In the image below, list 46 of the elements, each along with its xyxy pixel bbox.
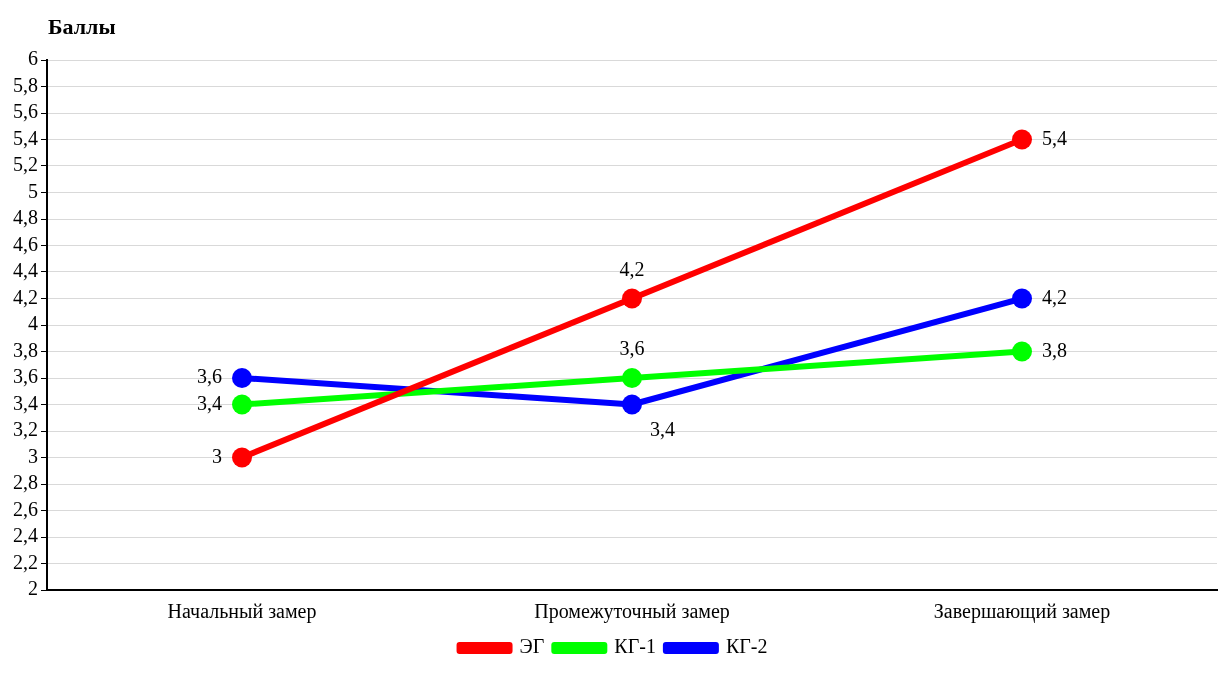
y-tick-label: 3,8 bbox=[13, 338, 38, 361]
y-axis-title: Баллы bbox=[48, 14, 116, 40]
data-label: 3,6 bbox=[619, 337, 645, 360]
data-label: 3,4 bbox=[197, 391, 222, 414]
data-label: 3,4 bbox=[650, 417, 675, 440]
point bbox=[622, 368, 642, 388]
point bbox=[232, 368, 252, 388]
x-tick-label: Промежуточный замер bbox=[534, 600, 730, 624]
point bbox=[622, 288, 642, 309]
data-label: 3,8 bbox=[1042, 338, 1067, 361]
y-tick-label: 4 bbox=[28, 312, 38, 335]
y-tick-label: 5,8 bbox=[13, 73, 38, 96]
data-label: 5,4 bbox=[1042, 126, 1067, 149]
y-tick-label: 2,6 bbox=[13, 497, 38, 520]
y-tick-label: 3,4 bbox=[13, 391, 38, 414]
y-tick-label: 3 bbox=[28, 444, 38, 467]
y-tick-label: 2,8 bbox=[13, 471, 38, 494]
y-tick-label: 3,6 bbox=[13, 365, 38, 388]
y-tick-label: 5 bbox=[28, 179, 38, 202]
point bbox=[232, 394, 252, 415]
point bbox=[232, 447, 252, 468]
point bbox=[1012, 129, 1032, 150]
y-tick-label: 3,2 bbox=[13, 418, 38, 441]
y-tick-label: 2,4 bbox=[13, 524, 38, 547]
data-label: 3,6 bbox=[197, 365, 222, 388]
y-tick-label: 4,2 bbox=[13, 285, 38, 308]
y-tick-label: 5,4 bbox=[13, 126, 38, 149]
y-tick-label: 2,2 bbox=[13, 550, 38, 573]
y-tick-label: 6 bbox=[28, 47, 38, 70]
legend-label: КГ-2 bbox=[725, 635, 768, 658]
y-tick-label: 4,6 bbox=[13, 232, 38, 255]
y-tick-label: 5,2 bbox=[13, 153, 38, 176]
point bbox=[1012, 341, 1032, 362]
y-tick-label: 4,8 bbox=[13, 206, 38, 229]
legend-label: ЭГ bbox=[519, 635, 545, 658]
data-label: 4,2 bbox=[619, 257, 645, 280]
point bbox=[1012, 288, 1032, 309]
y-tick-label: 4,4 bbox=[13, 259, 38, 282]
point bbox=[622, 394, 642, 415]
data-label: 4,2 bbox=[1042, 285, 1067, 308]
y-tick-label: 5,6 bbox=[13, 100, 38, 123]
x-tick-label: Начальный замер bbox=[167, 600, 317, 624]
x-tick-label: Завершающий замер bbox=[933, 600, 1111, 624]
legend-label: КГ-1 bbox=[614, 635, 656, 658]
y-tick-label: 2 bbox=[28, 577, 38, 600]
data-label: 3 bbox=[212, 444, 222, 467]
